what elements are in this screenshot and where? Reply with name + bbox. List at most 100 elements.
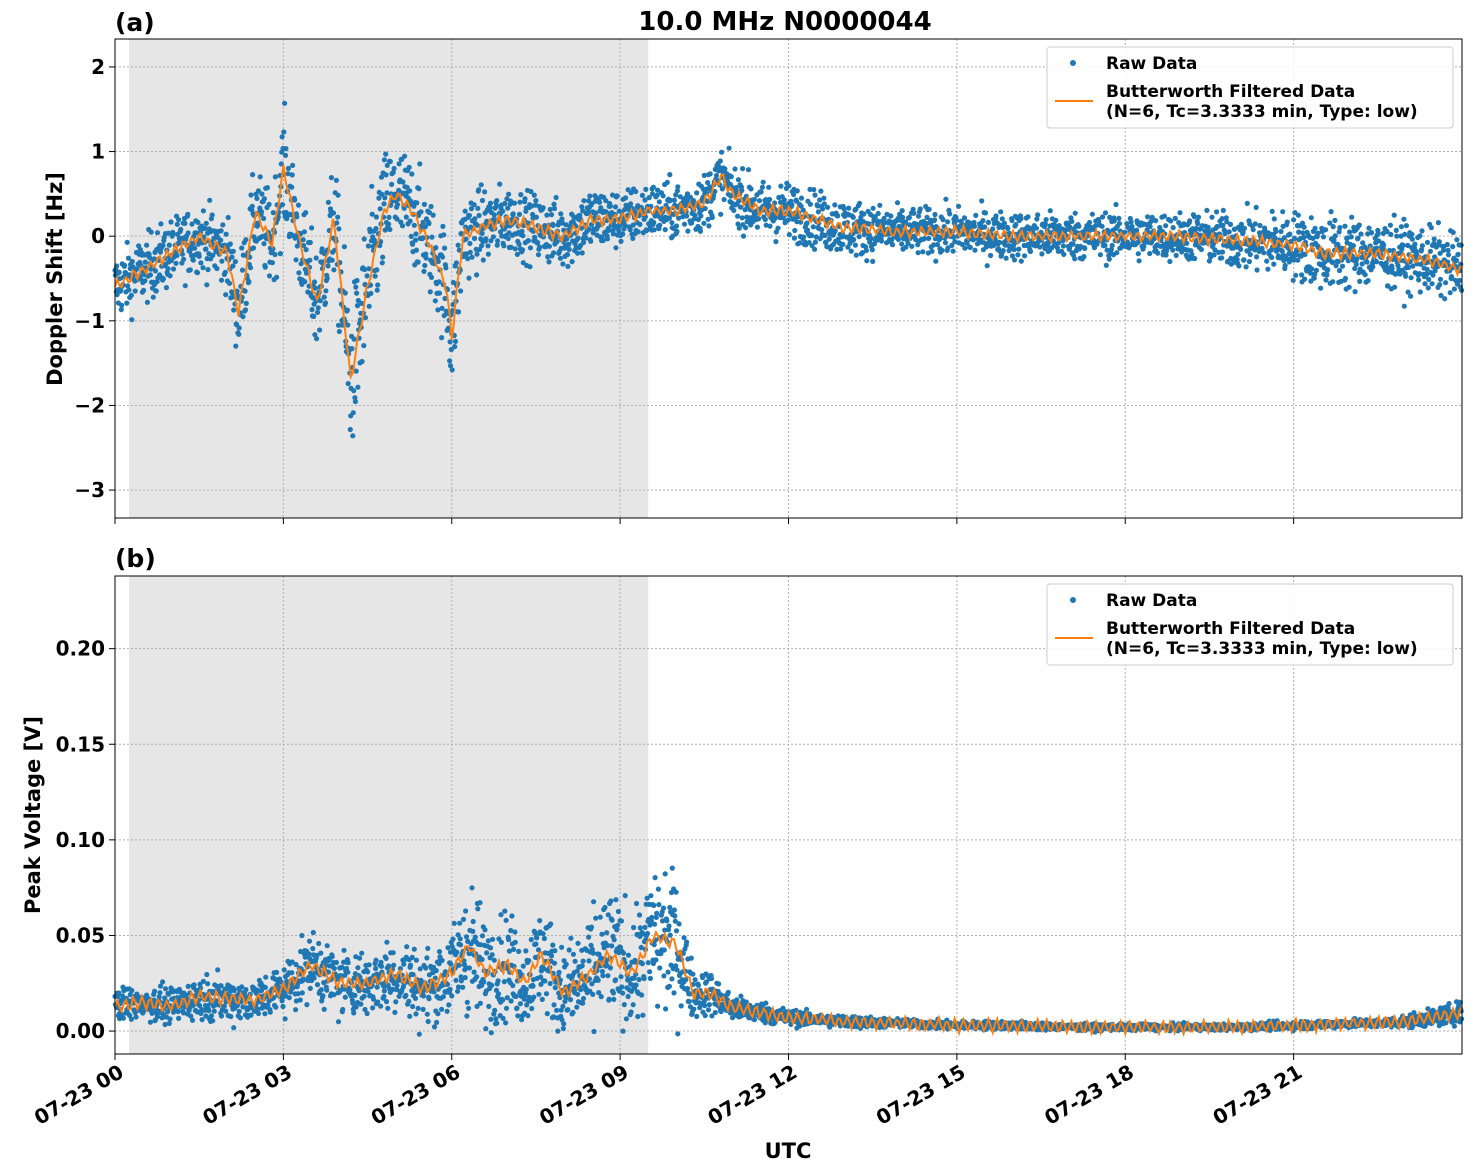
raw-data-point [589, 981, 595, 987]
raw-data-point [370, 1005, 376, 1011]
legend-a: Raw Data Butterworth Filtered Data (N=6,… [1046, 46, 1454, 129]
raw-data-point [475, 205, 481, 211]
raw-data-point [639, 192, 646, 198]
raw-data-point [262, 1011, 268, 1017]
raw-data-point [310, 929, 316, 936]
raw-data-point [237, 1015, 243, 1021]
raw-data-point [1450, 229, 1456, 235]
raw-data-point [532, 930, 538, 936]
raw-data-point [455, 988, 461, 994]
raw-data-point [610, 231, 617, 237]
raw-data-point [1429, 281, 1435, 287]
raw-data-point [1209, 214, 1215, 220]
raw-data-point [647, 975, 654, 982]
raw-data-point [485, 251, 491, 257]
raw-data-point [392, 1009, 398, 1016]
raw-data-point [345, 322, 351, 328]
y-tick-label: −1 [74, 309, 105, 333]
raw-data-point [940, 217, 946, 223]
raw-data-point [328, 175, 334, 181]
raw-data-point [1352, 265, 1358, 272]
raw-data-point [1315, 230, 1321, 236]
raw-data-point [900, 214, 906, 220]
raw-data-point [834, 246, 840, 252]
raw-data-point [1333, 263, 1339, 269]
raw-data-point [127, 992, 133, 998]
raw-data-point [1410, 263, 1416, 269]
raw-data-point [410, 241, 416, 247]
raw-data-point [500, 997, 506, 1003]
raw-data-point [653, 957, 659, 963]
raw-data-point [620, 990, 626, 996]
raw-data-point [533, 941, 539, 947]
raw-data-point [1398, 224, 1404, 230]
raw-data-point [801, 234, 807, 240]
raw-data-point [173, 260, 179, 266]
raw-data-point [550, 222, 556, 228]
raw-data-point [368, 290, 374, 296]
raw-data-point [182, 283, 188, 289]
raw-data-point [307, 985, 313, 992]
raw-data-point [786, 183, 792, 189]
raw-data-point [431, 1024, 438, 1030]
raw-data-point [361, 993, 367, 999]
raw-data-point [333, 959, 339, 966]
raw-data-point [606, 227, 612, 233]
raw-data-point [971, 219, 977, 226]
raw-data-point [979, 198, 985, 204]
raw-data-point [425, 945, 431, 952]
legend-label-raw-a: Raw Data [1106, 54, 1197, 74]
raw-data-point [953, 217, 960, 223]
raw-data-point [798, 203, 804, 209]
raw-data-point [620, 231, 626, 237]
raw-data-point [384, 162, 390, 168]
raw-data-point [420, 219, 426, 225]
raw-data-point [450, 936, 456, 942]
raw-data-point [1342, 275, 1348, 282]
raw-data-point [485, 938, 491, 944]
raw-data-point [1005, 225, 1011, 232]
raw-data-point [448, 961, 454, 967]
panel-a: 210−1−2−3 (a) 10.0 MHz N0000044 Doppler … [43, 7, 1465, 524]
raw-data-point [416, 1031, 422, 1037]
raw-data-point [382, 195, 388, 201]
raw-data-point [270, 210, 276, 216]
raw-data-point [800, 207, 806, 213]
raw-data-point [1163, 252, 1169, 258]
raw-data-point [1354, 256, 1360, 262]
raw-data-point [546, 243, 553, 249]
raw-data-point [192, 245, 198, 251]
raw-data-point [694, 1013, 700, 1020]
raw-data-point [451, 920, 457, 926]
raw-data-point [604, 942, 611, 949]
raw-data-point [583, 235, 589, 241]
raw-data-point [455, 309, 462, 315]
raw-data-point [618, 918, 625, 924]
raw-data-point [737, 204, 744, 210]
raw-data-point [888, 213, 894, 219]
raw-data-point [516, 948, 522, 955]
raw-data-point [672, 913, 678, 919]
raw-data-point [467, 240, 473, 247]
raw-data-point [519, 247, 526, 253]
raw-data-point [502, 908, 508, 914]
raw-data-point [168, 219, 174, 225]
raw-data-point [551, 205, 558, 212]
raw-data-point [387, 226, 393, 233]
raw-data-point [321, 1006, 327, 1012]
raw-data-point [452, 338, 459, 344]
raw-data-point [613, 245, 619, 251]
raw-data-point [1373, 259, 1380, 265]
raw-data-point [189, 998, 195, 1004]
raw-data-point [736, 225, 742, 231]
raw-data-point [642, 197, 648, 203]
raw-data-point [792, 227, 798, 234]
raw-data-point [248, 1012, 254, 1018]
raw-data-point [1141, 244, 1147, 250]
raw-data-point [817, 197, 823, 203]
raw-data-point [611, 937, 617, 943]
raw-data-point [318, 987, 324, 993]
raw-data-point [647, 969, 653, 975]
raw-data-point [1269, 254, 1275, 261]
raw-data-point [463, 908, 469, 914]
